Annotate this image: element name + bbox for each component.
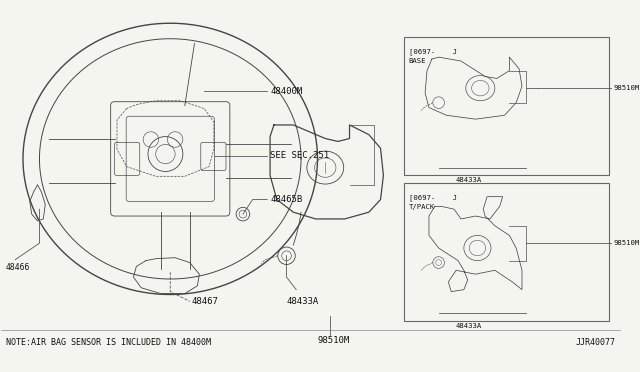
Text: [0697-    J: [0697- J [408, 48, 457, 55]
Text: JJR40077: JJR40077 [576, 339, 616, 347]
Bar [404, 37, 609, 175]
Text: BASE: BASE [408, 58, 426, 64]
Text: 48467: 48467 [191, 297, 218, 306]
Bar [404, 183, 609, 321]
Text: 98510M: 98510M [613, 85, 639, 91]
Text: 48400M: 48400M [270, 87, 302, 96]
Text: 48433A: 48433A [456, 323, 483, 328]
Text: T/PACK: T/PACK [408, 204, 435, 211]
Text: 48465B: 48465B [270, 195, 302, 204]
Text: 98510M: 98510M [613, 240, 639, 246]
Text: NOTE:AIR BAG SENSOR IS INCLUDED IN 48400M: NOTE:AIR BAG SENSOR IS INCLUDED IN 48400… [6, 339, 211, 347]
Text: [0697-    J: [0697- J [408, 195, 457, 202]
Text: 98510M: 98510M [317, 336, 350, 344]
Text: 48433A: 48433A [456, 177, 483, 183]
Text: SEE SEC.251: SEE SEC.251 [270, 151, 329, 160]
Text: 48466: 48466 [6, 263, 30, 272]
Text: 48433A: 48433A [287, 297, 319, 306]
